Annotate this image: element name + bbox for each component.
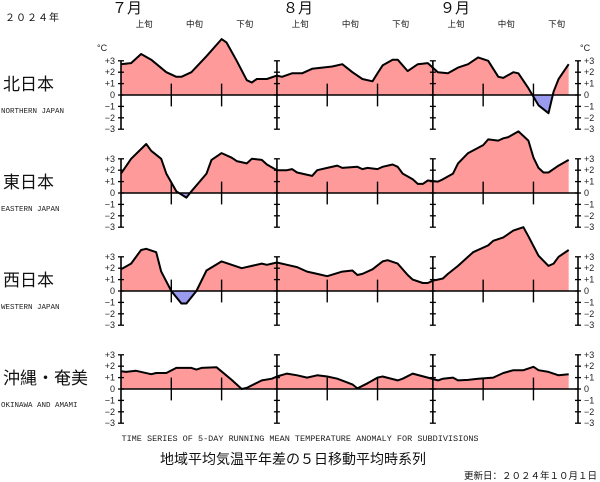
region-name-jp: 北日本 <box>3 75 54 95</box>
dekad-label: 中旬 <box>342 19 359 30</box>
anomaly-line <box>120 38 570 115</box>
y-tick-label-right: +3 <box>584 56 594 66</box>
y-tick-label-right: +1 <box>584 79 594 89</box>
dekad-label: 上旬 <box>136 19 153 30</box>
y-tick-label-right: −1 <box>584 297 594 307</box>
y-tick-label-left: +3 <box>105 252 115 262</box>
y-tick-label-left: +1 <box>105 177 115 187</box>
dekad-label: 下旬 <box>392 19 409 30</box>
y-tick-label-left: +1 <box>105 79 115 89</box>
y-tick-label-left: −1 <box>105 101 115 111</box>
y-tick-label-right: +2 <box>584 67 594 77</box>
positive-anomaly-area <box>121 39 569 95</box>
y-tick-label-left: −3 <box>105 418 115 428</box>
positive-anomaly-area <box>121 366 569 389</box>
region-name-en: OKINAWA AND AMAMI <box>1 402 78 410</box>
y-tick-label-left: +3 <box>105 56 115 66</box>
dekad-label: 中旬 <box>498 19 515 30</box>
y-tick-label-right: 0 <box>584 286 589 296</box>
title-jp: 地域平均気温平年差の５日移動平均時系列 <box>160 452 426 468</box>
y-tick-label-right: +3 <box>584 154 594 164</box>
unit-label-right: °C <box>580 43 591 53</box>
region-name-en: NORTHERN JAPAN <box>1 108 64 116</box>
y-tick-label-right: −2 <box>584 309 594 319</box>
dekad-label: 下旬 <box>236 19 253 30</box>
y-tick-label-left: −3 <box>105 124 115 134</box>
y-tick-label-right: +3 <box>584 252 594 262</box>
y-tick-label-right: +2 <box>584 263 594 273</box>
y-tick-label-left: −2 <box>105 309 115 319</box>
y-tick-label-right: 0 <box>584 384 589 394</box>
month-label-jul: ７月 <box>112 0 142 17</box>
y-tick-label-left: +1 <box>105 275 115 285</box>
dekad-label: 下旬 <box>548 19 565 30</box>
y-tick-label-left: +3 <box>105 154 115 164</box>
y-tick-label-left: +2 <box>105 361 115 371</box>
region-name-en: WESTERN JAPAN <box>1 304 60 312</box>
y-tick-label-right: −3 <box>584 222 594 232</box>
y-tick-label-right: 0 <box>584 188 589 198</box>
positive-anomaly-area <box>121 131 569 193</box>
y-tick-label-left: 0 <box>110 90 115 100</box>
y-tick-label-left: −2 <box>105 113 115 123</box>
y-tick-label-right: +1 <box>584 177 594 187</box>
region-name-jp: 西日本 <box>3 271 54 291</box>
y-tick-label-left: −3 <box>105 320 115 330</box>
y-tick-label-right: +2 <box>584 165 594 175</box>
dekad-label: 上旬 <box>292 19 309 30</box>
year-label: ２０２４年 <box>5 11 60 24</box>
region-name-en: EASTERN JAPAN <box>1 206 60 214</box>
y-tick-label-left: +2 <box>105 165 115 175</box>
anomaly-line <box>120 130 570 199</box>
y-tick-label-left: −3 <box>105 222 115 232</box>
y-tick-label-right: −1 <box>584 395 594 405</box>
y-tick-label-right: −3 <box>584 418 594 428</box>
y-tick-label-right: +1 <box>584 373 594 383</box>
y-tick-label-right: −3 <box>584 124 594 134</box>
caption-en: TIME SERIES OF 5-DAY RUNNING MEAN TEMPER… <box>121 434 478 444</box>
y-tick-label-right: −1 <box>584 101 594 111</box>
y-tick-label-right: −2 <box>584 211 594 221</box>
region-name-jp: 沖縄・奄美 <box>3 369 88 389</box>
y-tick-label-left: 0 <box>110 188 115 198</box>
y-tick-label-right: +3 <box>584 350 594 360</box>
unit-label-left: °C <box>97 43 108 53</box>
y-tick-label-left: 0 <box>110 384 115 394</box>
dekad-label: 上旬 <box>448 19 465 30</box>
y-tick-label-right: 0 <box>584 90 589 100</box>
month-label-aug: ８月 <box>283 0 313 17</box>
y-tick-label-right: −1 <box>584 199 594 209</box>
month-label-sep: ９月 <box>440 0 470 17</box>
y-tick-label-left: −1 <box>105 395 115 405</box>
anomaly-line <box>120 226 570 305</box>
updated-date: 更新日：２０２４年１０月１日 <box>464 470 597 482</box>
positive-anomaly-area <box>121 227 569 291</box>
y-tick-label-left: 0 <box>110 286 115 296</box>
dekad-label: 中旬 <box>186 19 203 30</box>
region-name-jp: 東日本 <box>3 173 54 193</box>
y-tick-label-left: +1 <box>105 373 115 383</box>
y-tick-label-left: −1 <box>105 297 115 307</box>
y-tick-label-left: −1 <box>105 199 115 209</box>
y-tick-label-left: +3 <box>105 350 115 360</box>
y-tick-label-right: −3 <box>584 320 594 330</box>
y-tick-label-left: +2 <box>105 263 115 273</box>
y-tick-label-right: +2 <box>584 361 594 371</box>
y-tick-label-left: −2 <box>105 407 115 417</box>
y-tick-label-right: −2 <box>584 113 594 123</box>
anomaly-line <box>120 365 569 390</box>
y-tick-label-right: −2 <box>584 407 594 417</box>
y-tick-label-left: −2 <box>105 211 115 221</box>
y-tick-label-left: +2 <box>105 67 115 77</box>
y-tick-label-right: +1 <box>584 275 594 285</box>
dekad-labels: 上旬 中旬 下旬 上旬 中旬 下旬 上旬 中旬 下旬 <box>136 19 565 30</box>
